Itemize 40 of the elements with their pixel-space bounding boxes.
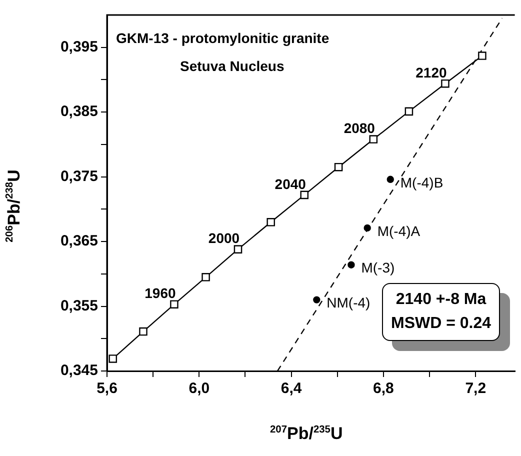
point xyxy=(334,162,343,172)
y-tick-label: 0,385 xyxy=(60,103,98,120)
point xyxy=(386,176,394,184)
point xyxy=(170,300,178,308)
y-tick-label: 0,345 xyxy=(60,362,98,380)
y-tick-label: 0,395 xyxy=(60,38,98,56)
x-tick-label: 7,2 xyxy=(465,380,486,398)
text: GKM-13 - protomylonitic granite xyxy=(116,30,330,46)
x-tick-label: 6,8 xyxy=(373,380,394,398)
point xyxy=(202,273,210,282)
point xyxy=(441,79,450,88)
annotation: M(-4)B xyxy=(400,174,444,190)
point xyxy=(108,354,118,363)
point xyxy=(369,135,378,144)
point xyxy=(139,327,148,336)
x-tick-label: 5,6 xyxy=(96,380,118,398)
annotation: M(-3) xyxy=(361,260,395,276)
annotation: 2120 xyxy=(416,64,447,80)
annotation: 2000 xyxy=(208,230,240,246)
x-axis-title: $^{207}$Pb/$^{235}$U xyxy=(270,424,343,444)
y-tick-label: 0,355 xyxy=(60,297,98,314)
annotation: 2040 xyxy=(274,176,306,192)
x-tick-label: 6,4 xyxy=(280,380,302,398)
annotation: 1960 xyxy=(144,285,176,302)
point xyxy=(300,190,309,200)
annotation: 2140 +-8 Ma xyxy=(394,290,488,310)
point xyxy=(234,245,242,254)
point xyxy=(478,52,486,60)
annotation: MSWD = 0.24 xyxy=(391,314,492,334)
point xyxy=(348,261,355,268)
annotation: 2080 xyxy=(344,120,376,136)
text: Setuva Nucleus xyxy=(180,58,284,74)
point xyxy=(404,107,414,116)
x-tick-label: 6,0 xyxy=(188,380,210,398)
annotation: M(-4)A xyxy=(377,222,421,239)
annotation: NM(-4) xyxy=(326,294,370,311)
y-tick-label: 0,375 xyxy=(60,168,98,185)
point xyxy=(266,218,275,226)
y-tick-label: 0,365 xyxy=(60,232,98,250)
point xyxy=(313,296,320,304)
